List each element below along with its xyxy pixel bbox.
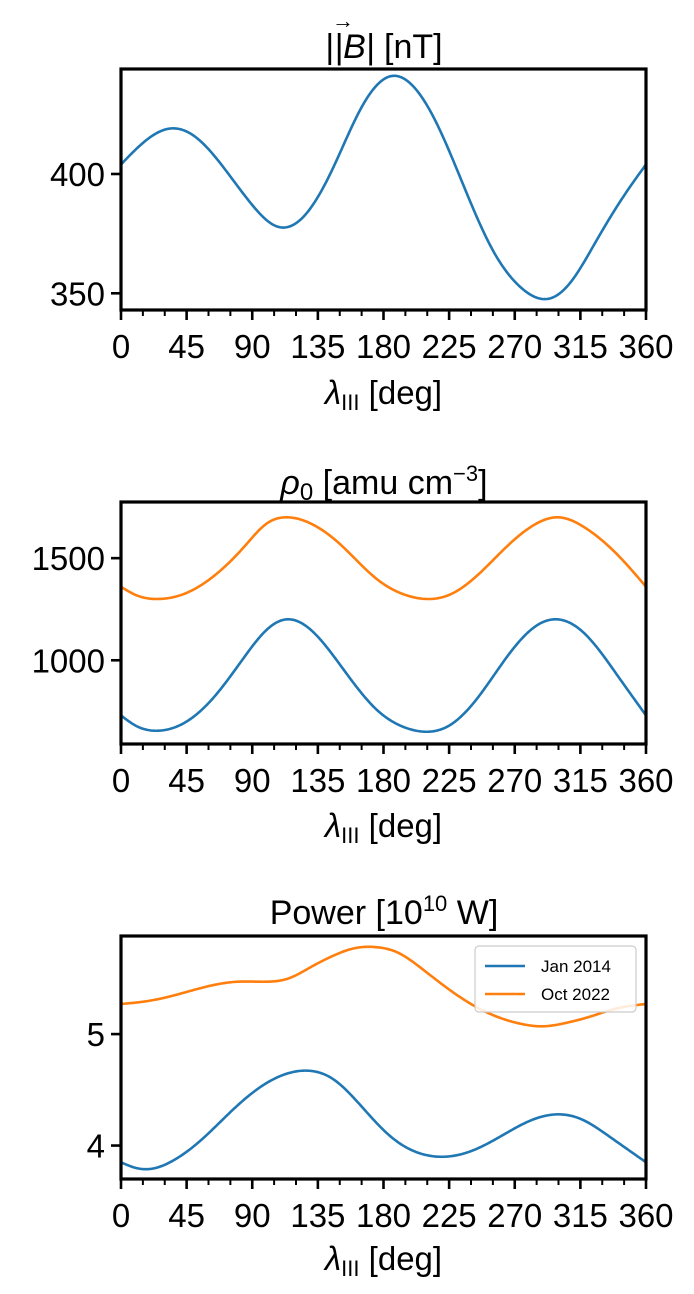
b-field-x-tick-label: 90 xyxy=(234,328,271,365)
power-series-line-1 xyxy=(121,945,646,1028)
density-y-tick-label: 1500 xyxy=(32,540,105,577)
density-x-tick-label: 180 xyxy=(356,762,411,799)
panel-b-field: ||B| [nT] → 0 45 90 135 180 225 270 315 360 350 40… xyxy=(50,8,674,415)
panel-density-title-symbol: ρ xyxy=(279,464,299,502)
b-field-series-line-0 xyxy=(121,74,646,301)
b-field-x-tick-label: 360 xyxy=(618,328,673,365)
panel-power-title: Power [1010 W] xyxy=(270,891,499,932)
power-legend-label: Oct 2022 xyxy=(541,985,610,1004)
power-x-tick-label: 45 xyxy=(168,1197,205,1234)
density-x-tick-label: 270 xyxy=(487,762,542,799)
b-field-x-tick-label: 225 xyxy=(422,328,477,365)
panel-density-plot: 0 45 90 135 180 225 270 315 360 1000 1500 λIII [deg… xyxy=(32,500,674,848)
power-x-tick-label: 90 xyxy=(234,1197,271,1234)
power-x-tick-label: 0 xyxy=(112,1197,130,1234)
power-y-tick-label: 5 xyxy=(87,1016,105,1053)
panel-density: ρ0 [amu cm−3] 0 45 90 135 180 225 270 315 360100… xyxy=(32,461,674,848)
density-x-tick-label: 360 xyxy=(618,762,673,799)
b-field-y-tick-label: 400 xyxy=(50,156,105,193)
power-legend-label: Jan 2014 xyxy=(541,957,611,976)
panel-power-title-main: Power [10 xyxy=(270,894,423,932)
panel-b-field-title-unit: [nT] xyxy=(375,28,443,66)
b-field-y-tick-label: 350 xyxy=(50,275,105,312)
power-legend: Jan 2014 Oct 2022 xyxy=(474,945,637,1013)
panel-b-field-title: ||B| [nT] xyxy=(325,28,442,66)
b-field-axes-frame xyxy=(119,67,648,312)
b-field-x-tick-label: 180 xyxy=(356,328,411,365)
density-series-line-1 xyxy=(121,516,646,601)
density-x-tick-label: 0 xyxy=(112,762,130,799)
power-x-tick-label: 270 xyxy=(487,1197,542,1234)
panel-density-title-close: ] xyxy=(478,464,487,502)
power-x-tick-label: 180 xyxy=(356,1197,411,1234)
power-x-tick-label: 315 xyxy=(553,1197,608,1234)
density-y-tick-label: 1000 xyxy=(32,642,105,679)
density-x-tick-label: 90 xyxy=(234,762,271,799)
density-x-tick-label: 225 xyxy=(422,762,477,799)
panel-density-title-unit: [amu cm xyxy=(313,464,453,502)
density-x-tick-label: 45 xyxy=(168,762,205,799)
power-x-tick-label: 360 xyxy=(618,1197,673,1234)
b-field-x-tick-label: 270 xyxy=(487,328,542,365)
power-y-tick-label: 4 xyxy=(87,1128,105,1165)
power-legend-box xyxy=(474,945,637,1013)
density-x-axis-label: λIII [deg] xyxy=(323,807,442,848)
density-series-line-0 xyxy=(121,617,646,734)
power-x-tick-label: 225 xyxy=(422,1197,477,1234)
b-field-x-tick-label: 0 xyxy=(112,328,130,365)
panel-density-title: ρ0 [amu cm−3] xyxy=(279,461,487,506)
b-field-x-tick-label: 135 xyxy=(290,328,345,365)
panel-power-title-sup: 10 xyxy=(423,891,447,916)
density-x-tick-label: 315 xyxy=(553,762,608,799)
density-x-tick-label: 135 xyxy=(290,762,345,799)
b-field-x-tick-label: 45 xyxy=(168,328,205,365)
panel-power-title-rest: W] xyxy=(447,894,498,932)
b-field-x-tick-label: 315 xyxy=(553,328,608,365)
panel-density-title-sub: 0 xyxy=(300,479,313,506)
power-series-line-0 xyxy=(121,1069,646,1171)
panel-b-field-title-symbol: |B| xyxy=(334,28,374,66)
panel-power: Power [1010 W] 0 45 90 135 180 225 270 315 36045… xyxy=(87,891,674,1281)
power-x-axis-label: λIII [deg] xyxy=(323,1240,442,1281)
b-field-x-axis-label: λIII [deg] xyxy=(323,374,442,415)
panel-density-title-sup: −3 xyxy=(453,461,478,486)
power-x-tick-label: 135 xyxy=(290,1197,345,1234)
panel-b-field-plot: 0 45 90 135 180 225 270 315 360 350 400 λIII [deg] xyxy=(50,67,674,415)
panel-b-field-title-arrow: → xyxy=(332,8,354,33)
